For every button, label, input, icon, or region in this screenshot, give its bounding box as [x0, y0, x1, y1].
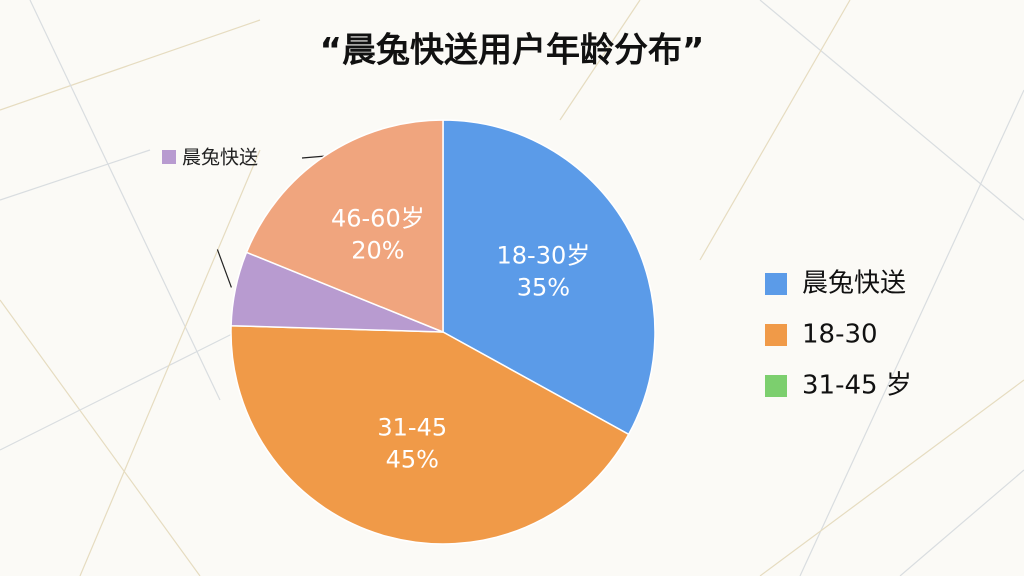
legend-swatch: [765, 375, 787, 397]
legend-swatch: [765, 324, 787, 346]
callout-swatch: [162, 150, 176, 164]
legend-label: 晨兔快送: [802, 269, 906, 299]
pie-slice: [245, 119, 444, 334]
callout-arrow: [301, 155, 327, 159]
slice-label: 31-45: [377, 413, 447, 441]
chart-title: “晨兔快送用户年龄分布”: [320, 31, 705, 71]
value-label: 20%: [351, 236, 404, 264]
value-label: 45%: [386, 445, 439, 473]
pie-slice: [442, 119, 656, 436]
slice-label: 晨兔快送: [182, 147, 258, 169]
value-label: 35%: [517, 274, 570, 302]
callout-line: [216, 249, 232, 288]
slice-label: 18-30岁: [497, 242, 591, 270]
legend-label: 18-30: [802, 320, 878, 350]
legend-label: 31-45 岁: [802, 371, 912, 401]
pie-slice: [230, 324, 630, 545]
slice-label: 46-60岁: [331, 204, 425, 232]
legend-swatch: [765, 273, 787, 295]
